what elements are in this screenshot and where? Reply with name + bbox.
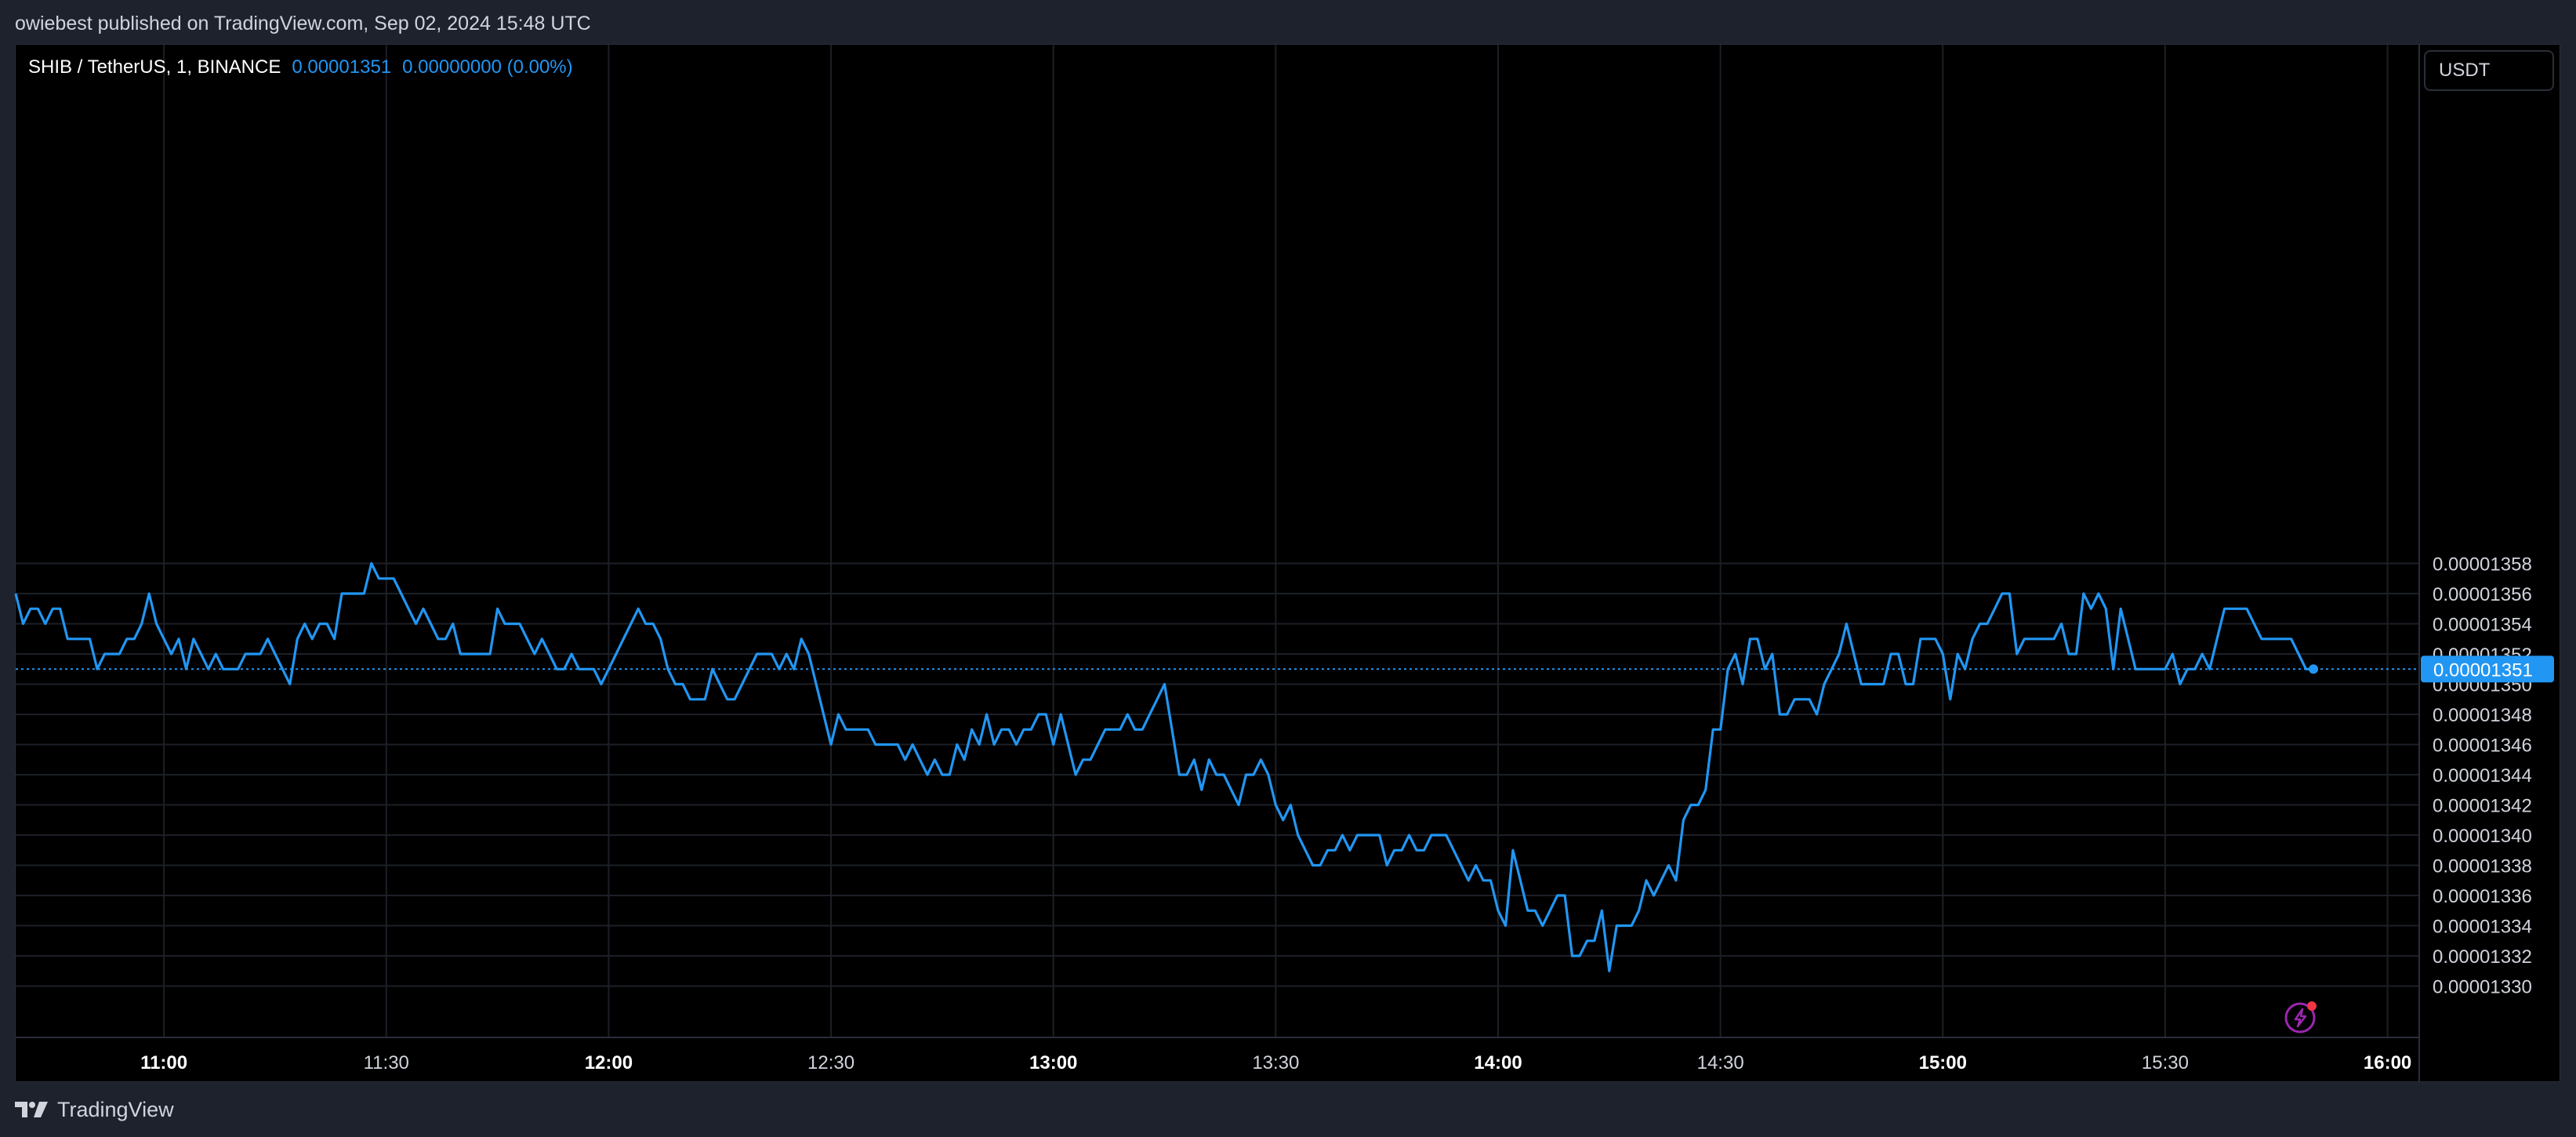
time-axis: 11:00 11:30 12:00 12:30 13:00 13:30 14:00 14:30… — [140, 1052, 2411, 1073]
y-tick-label: 0.00001338 — [2433, 856, 2532, 877]
y-tick-label: 0.00001340 — [2433, 826, 2532, 847]
y-tick-label: 0.00001344 — [2433, 765, 2532, 786]
price-axis: 0.000013580.000013560.000013540.00001352… — [2433, 554, 2532, 998]
y-tick-label: 0.00001342 — [2433, 796, 2532, 817]
y-tick-label: 0.00001332 — [2433, 946, 2532, 968]
replay-notification-dot — [2307, 1001, 2317, 1011]
last-price-badge: 0.00001351 — [2421, 656, 2554, 683]
tradingview-logo-icon[interactable] — [15, 1100, 49, 1119]
last-price-dot — [2309, 664, 2319, 674]
footer: TradingView — [0, 1082, 2576, 1137]
y-tick-label: 0.00001336 — [2433, 886, 2532, 907]
y-tick-label: 0.00001348 — [2433, 705, 2532, 726]
last-price-badge-label: 0.00001351 — [2433, 659, 2533, 681]
last-price-badge-bg — [2421, 656, 2554, 683]
replay-button[interactable] — [2284, 1001, 2317, 1033]
x-tick-label: 12:30 — [807, 1052, 854, 1073]
published-header: owiebest published on TradingView.com, S… — [15, 13, 591, 35]
y-tick-label: 0.00001330 — [2433, 977, 2532, 998]
price-series-line — [14, 561, 2314, 972]
x-tick-label: 11:30 — [364, 1052, 409, 1073]
y-tick-label: 0.00001334 — [2433, 917, 2532, 938]
x-tick-label: 14:30 — [1697, 1052, 1744, 1073]
y-tick-label: 0.00001354 — [2433, 615, 2532, 636]
price-change-value: 0.00000000 (0.00%) — [402, 56, 573, 78]
lightning-icon — [2294, 1008, 2307, 1028]
x-tick-label: 13:30 — [1252, 1052, 1299, 1073]
x-tick-label: 11:00 — [140, 1052, 187, 1073]
x-tick-label: 14:00 — [1474, 1052, 1522, 1073]
last-price-value: 0.00001351 — [292, 56, 392, 78]
vertical-gridlines — [163, 45, 2389, 1037]
symbol-title: SHIB / TetherUS, 1, BINANCE — [28, 56, 281, 78]
horizontal-gridlines — [16, 562, 2419, 987]
y-tick-label: 0.00001358 — [2433, 554, 2532, 576]
y-tick-label: 0.00001346 — [2433, 736, 2532, 757]
x-tick-label: 12:00 — [585, 1052, 633, 1073]
lightning-icon-ring — [2284, 1002, 2316, 1033]
x-tick-label: 13:00 — [1029, 1052, 1077, 1073]
x-tick-label: 15:00 — [1919, 1052, 1967, 1073]
tradingview-brand-text: TradingView — [57, 1097, 174, 1121]
currency-button[interactable]: USDT — [2424, 50, 2554, 91]
x-tick-label: 16:00 — [2364, 1052, 2411, 1073]
y-tick-label: 0.00001356 — [2433, 584, 2532, 605]
chart-legend: SHIB / TetherUS, 1, BINANCE 0.00001351 0.0… — [28, 53, 573, 82]
x-tick-label: 15:30 — [2142, 1052, 2189, 1073]
